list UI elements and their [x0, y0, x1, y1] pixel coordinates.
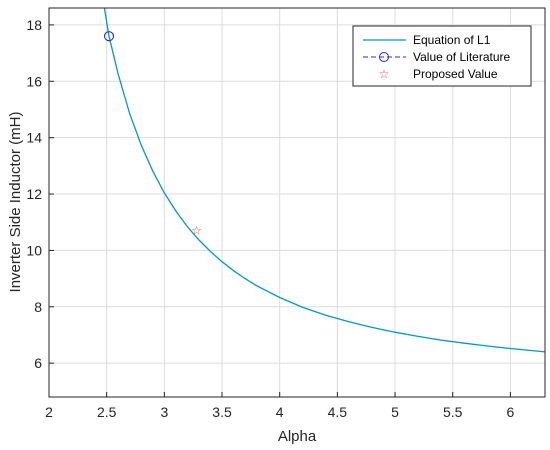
- x-tick-label: 2.5: [97, 404, 117, 420]
- legend-marker-proposed: ☆: [379, 67, 390, 81]
- series-line-equation-of-l1: [103, 7, 546, 353]
- x-tick-label: 5: [391, 404, 399, 420]
- x-tick-label: 5.5: [443, 404, 463, 420]
- x-tick-label: 6: [506, 404, 514, 420]
- legend-label-literature: Value of Literature: [413, 50, 510, 64]
- y-tick-label: 8: [34, 299, 42, 315]
- plot-frame: [48, 7, 546, 398]
- y-tick-label: 12: [26, 186, 42, 202]
- x-axis-label: Alpha: [278, 428, 317, 445]
- legend-label-proposed: Proposed Value: [413, 67, 498, 81]
- y-axis-label: Inverter Side Inductor (mH): [7, 112, 24, 293]
- x-tick-label: 2: [45, 404, 53, 420]
- x-tick-label: 3.5: [212, 404, 232, 420]
- legend: Equation of L1 Value of Literature ☆ Pro…: [352, 25, 532, 87]
- literature-value-point: [103, 31, 115, 42]
- x-tick-label: 4: [276, 404, 284, 420]
- proposed-value-point: ☆: [191, 224, 202, 238]
- y-tick-label: 10: [26, 242, 42, 258]
- y-tick-label: 16: [26, 73, 42, 89]
- legend-marker-literature: [379, 52, 389, 62]
- y-tick-label: 18: [26, 17, 42, 33]
- y-tick-label: 6: [34, 355, 42, 371]
- x-tick-label: 3: [160, 404, 168, 420]
- legend-label-equation: Equation of L1: [413, 33, 491, 47]
- x-tick-label: 4.5: [328, 404, 348, 420]
- legend-box: [352, 25, 532, 87]
- ticks: 2 2.5 3 3.5 4 4.5 5 5.5 6 6 8 10 12 14 16 18: [26, 17, 514, 420]
- series-layer: ☆: [103, 7, 546, 353]
- y-tick-label: 14: [26, 130, 42, 146]
